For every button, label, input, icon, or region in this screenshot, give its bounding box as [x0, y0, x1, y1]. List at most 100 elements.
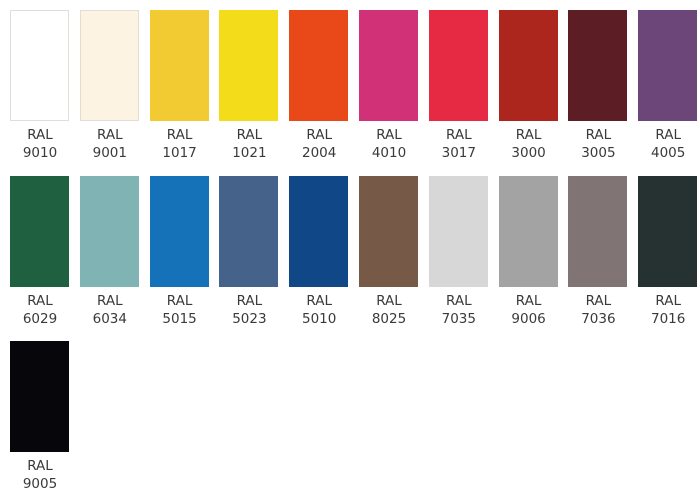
swatch-prefix: RAL — [446, 292, 472, 309]
swatch-code: 1021 — [232, 145, 267, 161]
swatch-code: 9006 — [511, 310, 546, 327]
swatch-code: 7016 — [651, 310, 686, 327]
swatch-ral-5023: RAL 5023 — [209, 166, 279, 331]
color-swatch — [568, 10, 628, 121]
color-swatch — [289, 10, 349, 121]
swatch-prefix: RAL — [27, 292, 53, 309]
swatch-prefix: RAL — [655, 292, 681, 309]
swatch-code: 4010 — [371, 145, 407, 161]
color-swatch — [79, 10, 139, 121]
color-swatch — [638, 10, 698, 121]
swatch-prefix: RAL — [376, 127, 402, 143]
color-swatch — [10, 341, 69, 452]
swatch-code: 5010 — [302, 310, 337, 327]
swatch-code: 6034 — [92, 310, 127, 327]
swatch-label: RAL 1017 — [140, 126, 220, 162]
swatch-code: 7035 — [441, 310, 476, 327]
color-swatch — [289, 175, 349, 287]
color-swatch — [10, 10, 69, 121]
swatch-ral-9010: RAL 9010 — [0, 0, 70, 165]
swatch-label: RAL 4010 — [349, 126, 429, 162]
color-swatch — [498, 10, 558, 121]
swatch-ral-3017: RAL 3017 — [419, 0, 489, 165]
swatch-prefix: RAL — [166, 127, 193, 143]
swatch-label: RAL 9010 — [0, 126, 80, 162]
swatch-code: 8025 — [371, 310, 407, 327]
color-swatch — [359, 175, 418, 287]
swatch-label: RAL 5023 — [209, 292, 289, 328]
swatch-prefix: RAL — [515, 292, 542, 309]
swatch-prefix: RAL — [97, 292, 123, 309]
swatch-ral-3000: RAL 3000 — [489, 0, 559, 165]
swatch-ral-3005: RAL 3005 — [558, 0, 628, 165]
swatch-ral-8025: RAL 8025 — [349, 166, 419, 331]
swatch-label: RAL 3000 — [489, 126, 569, 162]
swatch-label: RAL 6029 — [0, 292, 80, 328]
swatch-code: 5023 — [232, 310, 267, 327]
color-swatch — [149, 10, 209, 121]
swatch-code: 9001 — [92, 145, 127, 161]
swatch-code: 6029 — [22, 310, 58, 327]
swatch-prefix: RAL — [236, 127, 263, 143]
swatch-ral-1017: RAL 1017 — [140, 0, 210, 165]
swatch-code: 7036 — [581, 310, 616, 327]
swatch-label: RAL 5010 — [279, 292, 359, 328]
swatch-prefix: RAL — [97, 127, 123, 143]
swatch-ral-9001: RAL 9001 — [70, 0, 140, 165]
swatch-prefix: RAL — [655, 127, 681, 143]
swatch-code: 3005 — [581, 145, 616, 161]
swatch-ral-6029: RAL 6029 — [0, 166, 70, 331]
color-swatch — [149, 175, 209, 287]
swatch-prefix: RAL — [27, 458, 53, 474]
swatch-prefix: RAL — [306, 292, 332, 309]
swatch-label: RAL 9006 — [489, 292, 569, 328]
swatch-prefix: RAL — [585, 292, 612, 309]
swatch-ral-7035: RAL 7035 — [419, 166, 489, 331]
swatch-prefix: RAL — [515, 127, 542, 143]
swatch-label: RAL 4005 — [628, 126, 700, 162]
color-swatch — [638, 175, 698, 287]
swatch-code: 9005 — [22, 476, 58, 492]
color-swatch — [359, 10, 418, 121]
swatch-label: RAL 3005 — [558, 126, 638, 162]
swatch-ral-7036: RAL 7036 — [558, 166, 628, 331]
swatch-prefix: RAL — [376, 292, 402, 309]
swatch-label: RAL 3017 — [419, 126, 499, 162]
swatch-ral-1021: RAL 1021 — [209, 0, 279, 165]
swatch-label: RAL 9001 — [70, 126, 150, 162]
swatch-prefix: RAL — [306, 127, 332, 143]
color-swatch — [219, 175, 279, 287]
color-swatch — [79, 175, 139, 287]
swatch-ral-7016: RAL 7016 — [628, 166, 698, 331]
swatch-label: RAL 9005 — [0, 457, 80, 493]
swatch-label: RAL 6034 — [70, 292, 150, 328]
swatch-ral-2004: RAL 2004 — [279, 0, 349, 165]
color-swatch — [498, 175, 558, 287]
swatch-label: RAL 7016 — [628, 292, 700, 328]
swatch-ral-9005: RAL 9005 — [0, 331, 70, 496]
swatch-ral-9006: RAL 9006 — [489, 166, 559, 331]
color-swatch — [10, 175, 69, 287]
swatch-ral-6034: RAL 6034 — [70, 166, 140, 331]
swatch-ral-4010: RAL 4010 — [349, 0, 419, 165]
color-swatch — [428, 10, 488, 121]
swatch-code: 1017 — [162, 145, 197, 161]
swatch-code: 2004 — [302, 145, 337, 161]
swatch-code: 3000 — [511, 145, 546, 161]
swatch-label: RAL 7036 — [558, 292, 638, 328]
swatch-prefix: RAL — [27, 127, 53, 143]
color-swatch — [568, 175, 628, 287]
swatch-label: RAL 1021 — [209, 126, 289, 162]
swatch-prefix: RAL — [585, 127, 612, 143]
swatch-code: 3017 — [441, 145, 476, 161]
swatch-ral-4005: RAL 4005 — [628, 0, 698, 165]
swatch-prefix: RAL — [236, 292, 263, 309]
swatch-label: RAL 2004 — [279, 126, 359, 162]
color-swatch — [428, 175, 488, 287]
swatch-code: 9010 — [22, 145, 58, 161]
swatch-ral-5015: RAL 5015 — [140, 166, 210, 331]
swatch-prefix: RAL — [166, 292, 193, 309]
swatch-label: RAL 5015 — [140, 292, 220, 328]
swatch-code: 5015 — [162, 310, 197, 327]
swatch-label: RAL 7035 — [419, 292, 499, 328]
